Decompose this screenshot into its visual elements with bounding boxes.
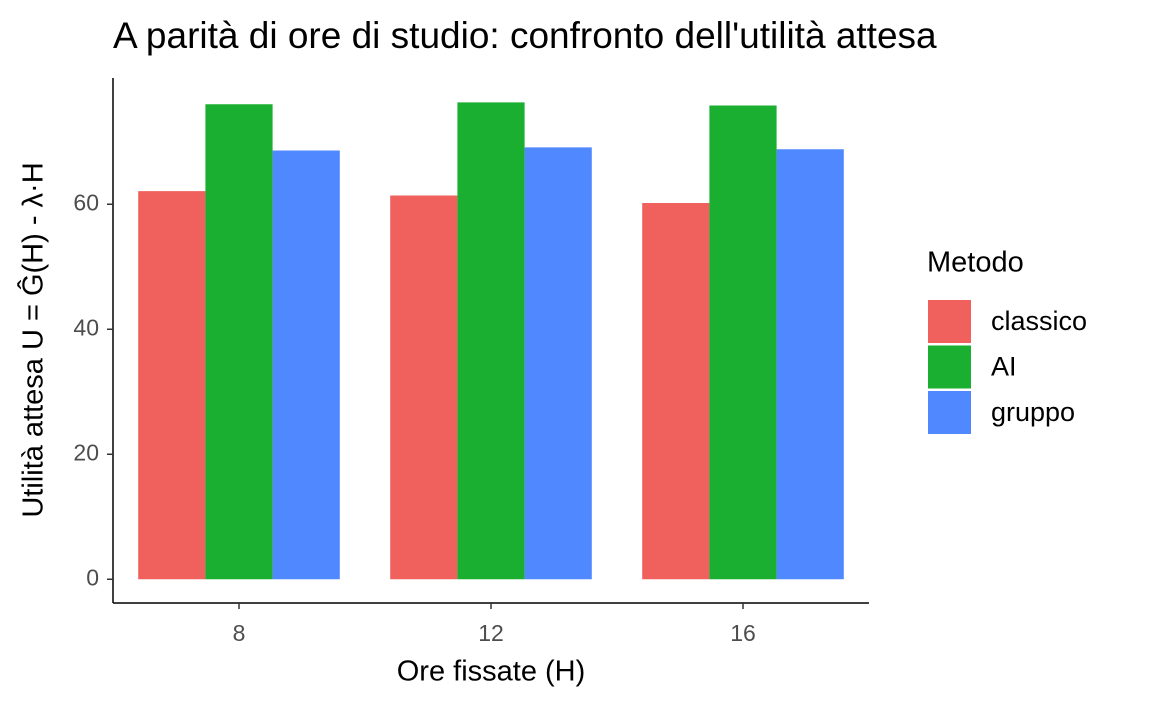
bar — [390, 195, 458, 580]
legend-key — [928, 345, 971, 389]
y-tick-label: 40 — [73, 314, 99, 340]
bar — [776, 149, 844, 580]
legend-label: classico — [991, 306, 1087, 336]
bar — [642, 203, 710, 580]
x-tick-label: 16 — [730, 620, 756, 646]
y-tick-label: 20 — [73, 439, 99, 465]
y-tick-label: 60 — [73, 189, 99, 215]
x-tick-label: 8 — [233, 620, 246, 646]
x-tick-label: 12 — [478, 620, 504, 646]
legend-label: AI — [991, 352, 1017, 382]
bar — [138, 191, 206, 580]
legend-title: Metodo — [927, 247, 1024, 279]
bar — [709, 105, 777, 580]
chart-title: A parità di ore di studio: confronto del… — [113, 15, 937, 56]
x-axis-label: Ore fissate (H) — [397, 656, 586, 688]
y-axis-label: Utilità attesa U = Ĝ(H) - λ·H — [16, 162, 50, 517]
bar — [272, 150, 340, 580]
legend-key — [928, 300, 971, 343]
y-tick-label: 0 — [86, 564, 99, 590]
bar — [205, 104, 273, 580]
legend-label: gruppo — [991, 397, 1075, 427]
bar — [457, 102, 525, 580]
legend-key — [928, 391, 971, 434]
bar — [524, 147, 592, 580]
